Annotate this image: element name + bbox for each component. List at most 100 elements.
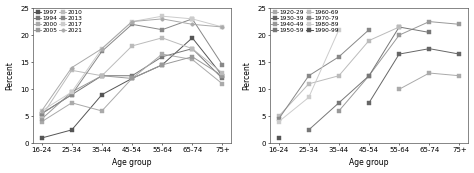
- Y-axis label: Percent: Percent: [243, 61, 252, 90]
- 2021: [99, 48, 105, 50]
- 2000: [69, 102, 74, 104]
- 2005: [39, 118, 45, 120]
- Line: 2021: 2021: [40, 17, 224, 113]
- 1950-59: [336, 102, 342, 104]
- 1980-89: [306, 96, 311, 98]
- 2005: [129, 77, 135, 79]
- 1994: [190, 48, 195, 50]
- 1994: [69, 94, 74, 96]
- 1970-79: [306, 75, 311, 77]
- 2013: [190, 18, 195, 20]
- Line: 1980-89: 1980-89: [277, 28, 341, 124]
- Line: 2010: 2010: [40, 36, 224, 118]
- 2013: [99, 50, 105, 52]
- 2021: [39, 110, 45, 112]
- 1997: [219, 75, 225, 77]
- 1950-59: [366, 75, 372, 77]
- 1997: [99, 94, 105, 96]
- 2013: [159, 29, 165, 31]
- Line: 1960-69: 1960-69: [277, 25, 401, 118]
- 1940-49: [336, 110, 342, 112]
- 2000: [99, 110, 105, 112]
- 2021: [190, 23, 195, 25]
- 1994: [129, 75, 135, 77]
- 1940-49: [396, 34, 402, 36]
- 2005: [159, 64, 165, 66]
- Line: 1930-39: 1930-39: [367, 47, 461, 104]
- 2017: [190, 18, 195, 20]
- Y-axis label: Percent: Percent: [6, 61, 15, 90]
- 1997: [190, 37, 195, 39]
- 2010: [39, 115, 45, 117]
- 1970-79: [366, 29, 372, 31]
- 1950-59: [427, 31, 432, 33]
- Line: 1970-79: 1970-79: [277, 28, 371, 121]
- 2000: [190, 58, 195, 61]
- 2013: [129, 23, 135, 25]
- 1997: [159, 64, 165, 66]
- 1920-29: [396, 88, 402, 90]
- Line: 1950-59: 1950-59: [307, 25, 431, 132]
- X-axis label: Age group: Age group: [349, 158, 389, 167]
- Line: 1920-29: 1920-29: [397, 71, 461, 91]
- 1970-79: [336, 56, 342, 58]
- 1960-69: [336, 75, 342, 77]
- 2013: [69, 94, 74, 96]
- 2017: [39, 110, 45, 112]
- 2013: [39, 113, 45, 115]
- 2017: [129, 21, 135, 23]
- 1980-89: [276, 121, 282, 123]
- 1940-49: [456, 23, 462, 25]
- 1994: [99, 75, 105, 77]
- 1997: [69, 129, 74, 131]
- 1950-59: [396, 26, 402, 28]
- Legend: 1920-29, 1930-39, 1940-49, 1950-59, 1960-69, 1970-79, 1980-89, 1990-99: 1920-29, 1930-39, 1940-49, 1950-59, 1960…: [271, 9, 339, 33]
- 1930-39: [456, 53, 462, 55]
- 2010: [69, 69, 74, 71]
- 2021: [129, 21, 135, 23]
- Line: 1940-49: 1940-49: [337, 20, 461, 113]
- 1960-69: [306, 83, 311, 85]
- 2010: [219, 72, 225, 74]
- 1960-69: [276, 115, 282, 117]
- 1960-69: [396, 26, 402, 28]
- 1960-69: [366, 39, 372, 42]
- Line: 2013: 2013: [40, 17, 224, 115]
- 1997: [129, 77, 135, 79]
- Legend: 1997, 1994, 2000, 2005, 2010, 2013, 2017, 2021: 1997, 1994, 2000, 2005, 2010, 2013, 2017…: [34, 9, 83, 33]
- 1930-39: [396, 53, 402, 55]
- 1997: [39, 137, 45, 139]
- 2010: [159, 37, 165, 39]
- 1950-59: [306, 129, 311, 131]
- 1930-39: [366, 102, 372, 104]
- Line: 1997: 1997: [40, 36, 224, 140]
- 1940-49: [366, 75, 372, 77]
- 2010: [129, 45, 135, 47]
- 2000: [129, 77, 135, 79]
- 2013: [219, 64, 225, 66]
- 1970-79: [276, 118, 282, 120]
- 1920-29: [427, 72, 432, 74]
- 2017: [159, 15, 165, 17]
- Line: 1994: 1994: [40, 47, 224, 115]
- 2005: [219, 75, 225, 77]
- 1980-89: [336, 29, 342, 31]
- Line: 2005: 2005: [40, 55, 224, 121]
- 2021: [219, 26, 225, 28]
- 2017: [69, 91, 74, 93]
- 2000: [39, 121, 45, 123]
- 2000: [219, 83, 225, 85]
- Line: 2017: 2017: [40, 14, 224, 113]
- 1940-49: [427, 21, 432, 23]
- 1994: [219, 77, 225, 79]
- 1994: [159, 56, 165, 58]
- 2010: [190, 48, 195, 50]
- 2017: [99, 48, 105, 50]
- 1930-39: [427, 48, 432, 50]
- 2005: [190, 56, 195, 58]
- 2005: [69, 91, 74, 93]
- 1994: [39, 113, 45, 115]
- 2005: [99, 75, 105, 77]
- 1920-29: [456, 75, 462, 77]
- 2021: [159, 18, 165, 20]
